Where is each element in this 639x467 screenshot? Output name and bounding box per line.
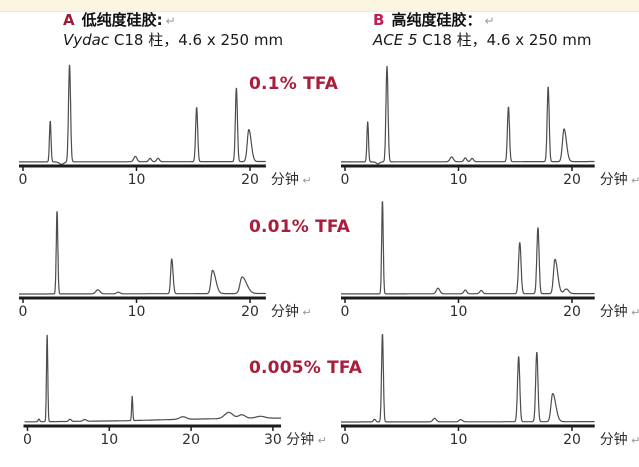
panel-b-header: B 高纯度硅胶： ↵ <box>373 11 495 30</box>
panel-a-column-name: Vydac <box>63 31 110 49</box>
x-tick-label: 10 <box>100 432 118 448</box>
panel-a-title: 低纯度硅胶: <box>81 11 163 29</box>
panel-b-column-name: ACE 5 <box>373 31 418 49</box>
x-tick-label: 30 <box>264 432 282 448</box>
x-tick-label: 0 <box>19 172 28 188</box>
panel-a-letter: A <box>63 11 75 29</box>
tfa-label-row3: 0.005% TFA <box>249 358 363 378</box>
tfa-label-row1: 0.1% TFA <box>249 74 339 94</box>
axis-unit-label: 分钟 ↵ <box>600 171 639 188</box>
x-tick-label: 0 <box>23 432 32 448</box>
panel-b-column-dims: C18 柱，4.6 x 250 mm <box>417 31 592 49</box>
panel-b-title: 高纯度硅胶： <box>391 11 482 29</box>
chromatogram-a-0.1-tfa: 0 10 20 分钟 ↵ <box>19 64 312 188</box>
x-tick-label: 0 <box>341 432 350 448</box>
chromatogram-a-0.01-tfa: 0 10 20 分钟 ↵ <box>19 211 312 320</box>
x-tick-label: 0 <box>341 304 350 320</box>
axis-unit-label: 分钟 ↵ <box>271 303 312 320</box>
x-tick-label: 10 <box>128 172 146 188</box>
axis-unit-label: 分钟 ↵ <box>600 303 639 320</box>
x-tick-label: 10 <box>450 172 468 188</box>
x-tick-label: 0 <box>341 172 350 188</box>
axis-unit-label: 分钟 ↵ <box>286 431 327 448</box>
x-tick-label: 20 <box>563 304 581 320</box>
return-mark-icon: ↵ <box>165 14 176 28</box>
x-tick-label: 20 <box>563 432 581 448</box>
x-tick-label: 20 <box>241 172 259 188</box>
axis-unit-label: 分钟 ↵ <box>271 171 312 188</box>
x-tick-label: 20 <box>182 432 200 448</box>
axis-unit-label: 分钟 ↵ <box>600 431 639 448</box>
x-tick-label: 20 <box>241 304 259 320</box>
panel-b-column-info: ACE 5 C18 柱，4.6 x 250 mm <box>373 31 592 49</box>
panel-a-column-dims: C18 柱，4.6 x 250 mm <box>109 31 284 49</box>
panel-a-header: A 低纯度硅胶: ↵ <box>63 11 176 30</box>
chromatogram-b-0.1-tfa: 0 10 20 分钟 ↵ <box>341 65 639 188</box>
x-tick-label: 10 <box>128 304 146 320</box>
panel-b-letter: B <box>373 11 385 29</box>
tfa-label-row2: 0.01% TFA <box>249 217 351 237</box>
x-tick-label: 10 <box>450 304 468 320</box>
x-tick-label: 20 <box>563 172 581 188</box>
return-mark-icon: ↵ <box>484 14 495 28</box>
chromatogram-b-0.01-tfa: 0 10 20 分钟 ↵ <box>341 201 639 320</box>
x-tick-label: 10 <box>450 432 468 448</box>
chromatogram-b-0.005-tfa: 0 10 20 分钟 ↵ <box>341 333 639 448</box>
panel-a-column-info: Vydac C18 柱，4.6 x 250 mm <box>63 31 283 49</box>
x-tick-label: 0 <box>19 304 28 320</box>
chromatogram-a-0.005-tfa: 0 10 20 30 分钟 ↵ <box>23 334 327 448</box>
top-border <box>0 0 639 12</box>
